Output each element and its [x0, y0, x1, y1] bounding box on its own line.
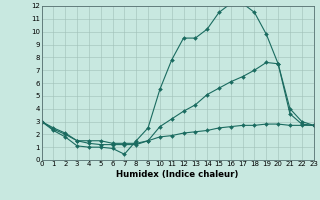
X-axis label: Humidex (Indice chaleur): Humidex (Indice chaleur) — [116, 170, 239, 179]
